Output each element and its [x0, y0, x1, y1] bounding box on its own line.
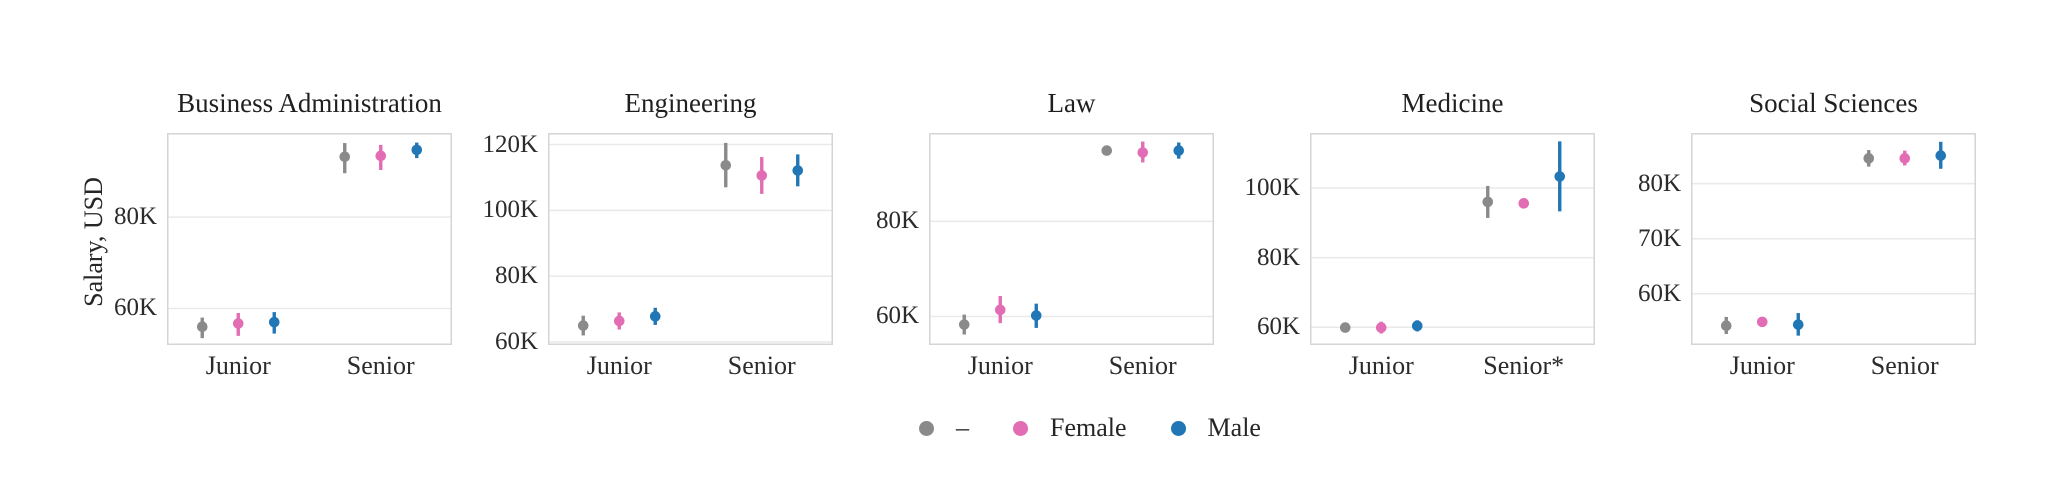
legend-item-male: Male — [1170, 413, 1261, 443]
data-point-female — [375, 150, 387, 162]
facet-plot-medicine — [1310, 133, 1595, 345]
data-point-male — [792, 165, 804, 176]
data-point-unspecified — [1863, 153, 1875, 164]
x-category-label: Junior — [1348, 351, 1414, 380]
plot-border — [548, 133, 833, 345]
x-category-label: Junior — [586, 351, 652, 380]
data-point-unspecified — [958, 319, 970, 330]
data-point-unspecified — [196, 321, 208, 333]
y-tick-label: 60K — [875, 302, 919, 330]
data-point-unspecified — [577, 320, 589, 331]
legend-item-female: Female — [1013, 413, 1127, 443]
y-tick-label: 80K — [494, 262, 538, 290]
data-point-unspecified — [1101, 145, 1113, 156]
facet-title-law: Law — [1047, 88, 1096, 118]
x-category-label: Senior — [1108, 351, 1177, 380]
y-tick-label: 120K — [482, 130, 538, 158]
facet-title-social-sciences: Social Sciences — [1749, 88, 1918, 118]
data-point-male — [1411, 320, 1423, 332]
data-point-female — [232, 318, 244, 329]
legend: – Female Male — [919, 413, 1261, 443]
data-point-unspecified — [1482, 196, 1494, 208]
y-tick-label: 80K — [113, 203, 157, 231]
legend-label-male: Male — [1207, 413, 1261, 442]
facet-plot-business-administration — [167, 133, 452, 345]
y-tick-label: 60K — [1637, 279, 1681, 307]
data-point-male — [1554, 171, 1566, 182]
y-tick-label: 80K — [1256, 243, 1300, 271]
y-tick-label: 60K — [1256, 313, 1300, 341]
data-point-female — [613, 315, 625, 327]
data-point-male — [1935, 150, 1947, 161]
legend-item-unspecified: – — [919, 413, 969, 443]
data-point-male — [268, 316, 280, 328]
legend-marker-female-icon — [1013, 420, 1029, 436]
data-point-unspecified — [720, 159, 732, 171]
data-point-female — [1137, 147, 1149, 158]
x-category-label: Senior — [727, 351, 796, 380]
x-category-label: Senior — [1870, 351, 1939, 380]
data-point-unspecified — [1720, 320, 1732, 332]
data-point-female — [756, 170, 768, 181]
x-category-label: Junior — [1729, 351, 1795, 380]
y-tick-label: 100K — [1244, 174, 1300, 201]
x-category-label: Junior — [967, 351, 1033, 380]
y-tick-label: 70K — [1637, 224, 1681, 252]
legend-label-unspecified: – — [956, 413, 970, 442]
data-point-male — [1792, 319, 1804, 330]
facet-title-engineering: Engineering — [624, 88, 757, 118]
facet-plot-engineering — [548, 133, 833, 345]
data-point-unspecified — [339, 151, 351, 163]
y-tick-label: 80K — [1637, 169, 1681, 197]
plot-border — [929, 133, 1214, 345]
data-point-female — [1756, 316, 1768, 328]
y-tick-label: 80K — [875, 207, 919, 235]
y-tick-label: 100K — [482, 196, 538, 224]
y-axis-label: Salary, USD — [79, 177, 108, 307]
data-point-female — [1375, 322, 1387, 333]
facet-plot-law — [929, 133, 1214, 345]
data-point-female — [994, 304, 1006, 316]
legend-marker-unspecified-icon — [919, 420, 935, 436]
data-point-male — [1030, 310, 1042, 321]
data-point-male — [411, 144, 423, 156]
data-point-female — [1518, 198, 1530, 209]
legend-label-female: Female — [1050, 413, 1127, 442]
data-point-unspecified — [1339, 322, 1351, 333]
data-point-male — [649, 311, 661, 322]
y-tick-label: 60K — [494, 328, 538, 356]
data-point-female — [1899, 153, 1911, 164]
facet-title-business-administration: Business Administration — [177, 88, 442, 118]
x-category-label: Senior — [346, 351, 415, 380]
legend-marker-male-icon — [1170, 420, 1186, 436]
facet-plot-social-sciences — [1691, 133, 1976, 345]
data-point-male — [1173, 145, 1185, 156]
plot-border — [1310, 133, 1595, 345]
x-category-label: Junior — [205, 351, 271, 380]
facet-title-medicine: Medicine — [1401, 88, 1504, 118]
x-category-label: Senior* — [1483, 351, 1565, 380]
plot-border — [167, 133, 452, 345]
plot-border — [1691, 133, 1976, 345]
y-tick-label: 60K — [113, 294, 157, 322]
